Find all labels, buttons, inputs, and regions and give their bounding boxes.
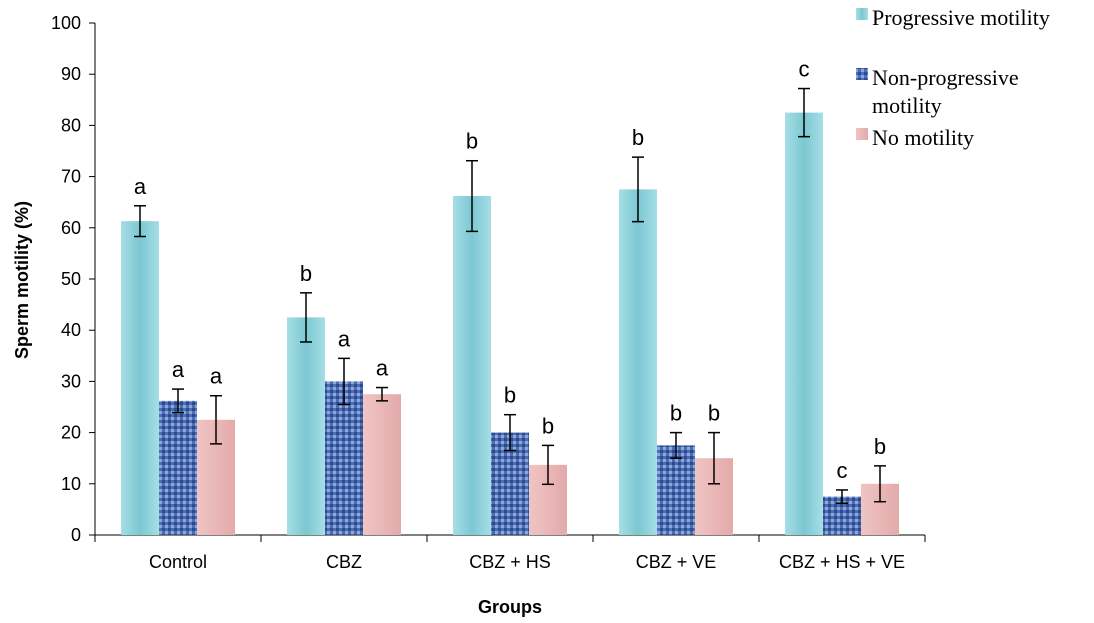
y-tick-label-10: 10 [61, 474, 81, 494]
significance-letter-s0-c1: b [300, 261, 312, 286]
legend: Progressive motility Non-progressive motil… [856, 5, 1050, 150]
bar-s0-c4 [785, 112, 823, 535]
x-tick-label-4: CBZ + HS + VE [779, 552, 905, 572]
legend-label-0: Progressive motility [872, 5, 1050, 30]
significance-letter-s1-c0: a [172, 357, 185, 382]
y-tick-label-20: 20 [61, 423, 81, 443]
bar-s0-c0 [121, 221, 159, 536]
y-tick-label-100: 100 [51, 13, 81, 33]
legend-swatch-0 [856, 8, 868, 20]
plot-area: 0 10 20 30 40 50 60 70 80 90 100 Control CBZ CBZ + HS… [51, 13, 926, 572]
bar-s1-c3 [657, 445, 695, 535]
significance-letter-s2-c1: a [376, 356, 389, 381]
x-tick-label-2: CBZ + HS [469, 552, 551, 572]
y-tick-label-50: 50 [61, 269, 81, 289]
legend-label-1-line0: Non-progressive [872, 65, 1019, 90]
significance-letter-s2-c4: b [874, 434, 886, 459]
significance-letter-s0-c0: a [134, 174, 147, 199]
y-tick-label-80: 80 [61, 115, 81, 135]
y-tick-label-90: 90 [61, 64, 81, 84]
significance-letter-s2-c2: b [542, 413, 554, 438]
y-tick-label-70: 70 [61, 167, 81, 187]
significance-letter-s2-c0: a [210, 364, 223, 389]
y-axis-title: Sperm motility (%) [12, 201, 32, 359]
significance-letter-s1-c1: a [338, 326, 351, 351]
y-tick-label-0: 0 [71, 525, 81, 545]
significance-letter-s1-c3: b [670, 401, 682, 426]
y-tick-label-60: 60 [61, 218, 81, 238]
legend-swatch-1 [856, 68, 868, 80]
significance-letter-s2-c3: b [708, 401, 720, 426]
significance-letter-s1-c2: b [504, 383, 516, 408]
bar-s1-c1 [325, 381, 363, 535]
bar-s0-c3 [619, 189, 657, 535]
x-tick-label-3: CBZ + VE [636, 552, 717, 572]
bar-s2-c1 [363, 394, 401, 535]
x-tick-label-1: CBZ [326, 552, 362, 572]
legend-swatch-2 [856, 128, 868, 140]
legend-label-1-line1: motility [872, 93, 942, 118]
significance-letter-s0-c4: c [799, 57, 810, 82]
significance-letter-s0-c2: b [466, 129, 478, 154]
bar-s1-c0 [159, 400, 197, 535]
bar-s0-c2 [453, 196, 491, 535]
x-tick-label-0: Control [149, 552, 207, 572]
y-tick-label-30: 30 [61, 371, 81, 391]
significance-letter-s0-c3: b [632, 125, 644, 150]
y-tick-label-40: 40 [61, 320, 81, 340]
bar-s0-c1 [287, 317, 325, 535]
x-axis-title: Groups [478, 597, 542, 617]
legend-label-2: No motility [872, 125, 974, 150]
significance-letter-s1-c4: c [837, 458, 848, 483]
